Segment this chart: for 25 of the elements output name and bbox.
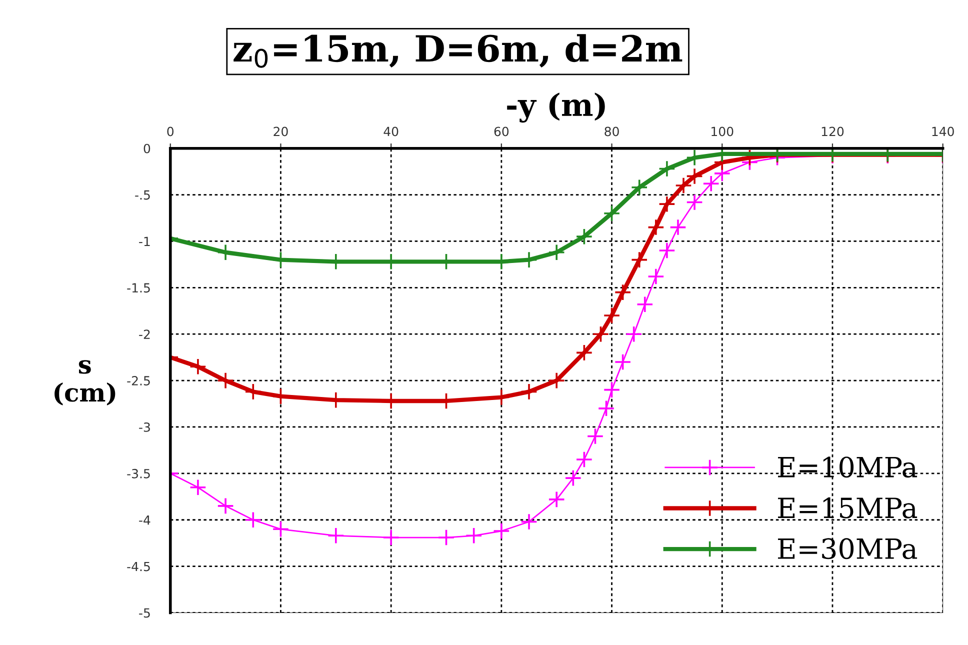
y-tick-label: -3 — [139, 422, 150, 432]
x-tick-label: 0 — [167, 126, 174, 136]
legend-label: E=15MPa — [778, 497, 918, 518]
legend-label: E=10MPa — [778, 456, 918, 478]
x-axis-title: -y (m) — [507, 92, 605, 123]
y-tick-label: -2.5 — [127, 376, 150, 386]
legend-label: E=30MPa — [778, 538, 918, 560]
y-tick-label: -1.5 — [127, 283, 150, 293]
x-tick-label: 40 — [384, 126, 398, 136]
y-tick-label: -.5 — [135, 190, 150, 200]
y-tick-label: -3.5 — [127, 468, 150, 478]
y-tick-label: -4 — [139, 516, 150, 525]
y-axis-title: s (cm) — [54, 360, 116, 406]
y-tick-label: 0 — [144, 144, 150, 154]
x-tick-label: 140 — [932, 126, 954, 136]
y-tick-label: -5 — [139, 608, 150, 618]
x-tick-label: 60 — [494, 126, 509, 136]
x-tick-label: 80 — [604, 126, 619, 136]
x-tick-label: 100 — [712, 126, 734, 136]
x-tick-label: 120 — [822, 126, 844, 136]
chart-title: z$_{0}$=15m, D=6m, d=2m — [234, 34, 682, 68]
y-tick-label: -4.5 — [127, 562, 150, 572]
y-tick-label: -1 — [139, 236, 150, 246]
x-tick-label: 20 — [274, 126, 288, 136]
y-tick-label: -2 — [139, 330, 150, 339]
